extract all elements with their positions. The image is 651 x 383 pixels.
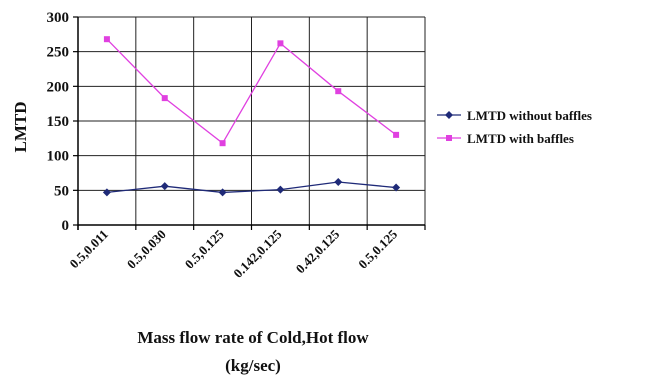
plot-area <box>77 16 426 230</box>
data-point <box>335 88 342 95</box>
x-axis-tick-labels: 0.5,0.011 0.5,0.030 0.5,0.125 0.142,0.125 0.… <box>66 225 426 281</box>
series-layer <box>102 36 401 197</box>
data-point <box>392 183 401 192</box>
y-tick-label: 300 <box>47 10 70 26</box>
x-axis-title-line-2: (kg/sec) <box>225 356 281 375</box>
data-point <box>160 182 169 191</box>
series-2 <box>103 36 400 147</box>
data-point <box>161 95 168 102</box>
y-axis-tick-labels: 0 50 100 150 200 250 300 <box>47 10 78 234</box>
data-point <box>103 36 110 43</box>
x-tick-label: 0.5,0.011 <box>66 227 111 272</box>
series-1 <box>102 178 401 197</box>
data-point <box>218 188 227 197</box>
legend-label: LMTD with baffles <box>467 131 574 146</box>
x-axis-title-line-1: Mass flow rate of Cold,Hot flow <box>137 328 369 347</box>
y-tick-label: 250 <box>47 45 70 61</box>
y-tick-label: 0 <box>62 218 70 234</box>
legend-marker <box>446 135 452 141</box>
x-tick-label: 0.5,0.125 <box>355 226 400 271</box>
series-line <box>106 38 397 145</box>
legend-label: LMTD without baffles <box>467 108 592 123</box>
y-axis-title: LMTD <box>11 102 30 153</box>
data-point <box>219 140 226 147</box>
x-tick-label: 0.42,0.125 <box>293 226 343 276</box>
data-point <box>276 185 285 194</box>
x-tick-label: 0.5,0.125 <box>182 226 227 271</box>
legend: LMTD without baffles LMTD with baffles <box>437 108 592 146</box>
legend-marker <box>445 111 453 119</box>
series-line <box>106 181 397 194</box>
x-tick-label: 0.142,0.125 <box>230 226 285 281</box>
data-point <box>393 131 400 138</box>
data-point <box>102 188 111 197</box>
x-tick-label: 0.5,0.030 <box>124 227 169 272</box>
y-tick-label: 150 <box>47 114 70 130</box>
data-point <box>334 178 343 187</box>
data-point <box>277 40 284 47</box>
y-tick-label: 100 <box>47 149 70 165</box>
y-tick-label: 200 <box>47 79 70 95</box>
y-tick-label: 50 <box>54 183 69 199</box>
